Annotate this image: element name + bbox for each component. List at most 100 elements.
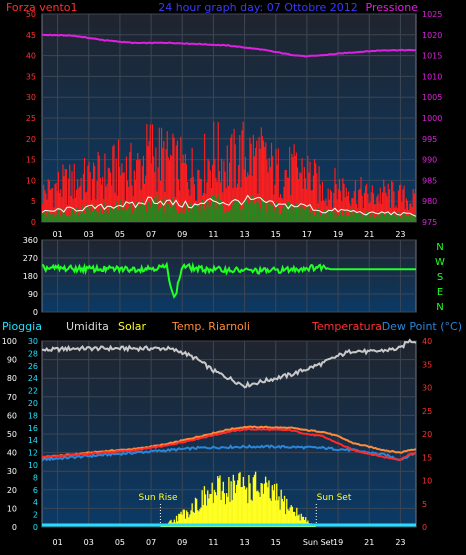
mid-scale-tick: 4 bbox=[33, 498, 38, 507]
direction-tick: 90 bbox=[28, 290, 38, 299]
wind-tick: 5 bbox=[31, 197, 36, 206]
legend-temperature: Temperatura bbox=[311, 320, 382, 333]
temperature-tick: 20 bbox=[422, 430, 432, 439]
rain-humidity-tick: 10 bbox=[7, 504, 17, 513]
solar-bars bbox=[159, 471, 317, 527]
wind-tick: 10 bbox=[26, 176, 36, 185]
mid-scale-tick: 0 bbox=[33, 523, 38, 532]
direction-degree-axis: 0 90 180 270 360 bbox=[23, 236, 38, 317]
temperature-tick: 0 bbox=[422, 523, 427, 532]
rain-humidity-tick: 60 bbox=[7, 411, 17, 420]
sun-annotations: Sun Rise Sun Set bbox=[139, 493, 352, 503]
humidity-line bbox=[41, 338, 417, 389]
legend-rain: Pioggia bbox=[2, 320, 42, 333]
hour-tick: 09 bbox=[177, 538, 187, 547]
wind-tick: 20 bbox=[26, 135, 36, 144]
hour-tick: 21 bbox=[364, 230, 374, 239]
temperature-tick: 25 bbox=[422, 407, 432, 416]
temperature-tick: 40 bbox=[422, 337, 432, 346]
direction-tick: 180 bbox=[23, 272, 38, 281]
mid-scale-tick: 26 bbox=[28, 362, 38, 371]
wind-tick: 30 bbox=[26, 93, 36, 102]
wind-tick: 45 bbox=[26, 31, 36, 40]
mid-scale-tick: 24 bbox=[28, 374, 38, 383]
wind-tick: 35 bbox=[26, 72, 36, 81]
pressure-tick: 1020 bbox=[422, 31, 442, 40]
direction-grid bbox=[42, 239, 416, 313]
rain-humidity-tick: 20 bbox=[7, 486, 17, 495]
hour-axis-top: 01 03 05 07 09 11 13 15 17 19 21 23 bbox=[52, 230, 405, 239]
mid-scale-tick: 10 bbox=[28, 461, 38, 470]
mid-scale-tick: 2 bbox=[33, 511, 38, 520]
hour-tick: 15 bbox=[271, 230, 281, 239]
sun-set-axis-label: Sun Set bbox=[303, 538, 334, 547]
hour-tick: 03 bbox=[84, 230, 94, 239]
wind-average-line bbox=[41, 194, 417, 217]
hour-tick: 11 bbox=[208, 538, 218, 547]
temperature-axis: 0 5 10 15 20 25 30 35 40 bbox=[422, 337, 432, 532]
pressure-tick: 990 bbox=[422, 156, 437, 165]
rain-humidity-tick: 50 bbox=[7, 430, 17, 439]
pressure-tick: 1010 bbox=[422, 72, 442, 81]
temperature-tick: 10 bbox=[422, 477, 432, 486]
mid-scale-tick: 28 bbox=[28, 349, 38, 358]
legend-dew-point: Dew Point (°C) bbox=[382, 320, 462, 333]
mid-scale-tick: 16 bbox=[28, 424, 38, 433]
mid-scale-tick: 8 bbox=[33, 473, 38, 482]
rain-humidity-tick: 40 bbox=[7, 449, 17, 458]
wind-tick: 50 bbox=[26, 10, 36, 19]
temperature-tick: 5 bbox=[422, 500, 427, 509]
hour-tick: 17 bbox=[302, 230, 312, 239]
wind-tick: 25 bbox=[26, 114, 36, 123]
pressure-tick: 985 bbox=[422, 176, 437, 185]
pressure-label: Pressione bbox=[366, 1, 419, 14]
sun-set-label: Sun Set bbox=[317, 493, 352, 503]
hour-tick: 15 bbox=[271, 538, 281, 547]
mid-scale-tick: 22 bbox=[28, 387, 38, 396]
compass-letter: E bbox=[437, 287, 443, 298]
wind-tick: 15 bbox=[26, 156, 36, 165]
wind-pressure-lines bbox=[41, 33, 417, 217]
hour-tick: 13 bbox=[239, 538, 249, 547]
compass-letter: W bbox=[435, 257, 445, 268]
temperature-tick: 15 bbox=[422, 453, 432, 462]
temperature-lines bbox=[41, 338, 417, 527]
pressure-tick: 1015 bbox=[422, 52, 442, 61]
direction-tick: 360 bbox=[23, 236, 38, 245]
pressure-tick: 995 bbox=[422, 135, 437, 144]
mid-scale-tick: 12 bbox=[28, 449, 38, 458]
compass-letter: N bbox=[436, 242, 443, 253]
hour-tick: 01 bbox=[52, 538, 62, 547]
direction-line bbox=[42, 261, 416, 299]
hour-tick: 23 bbox=[395, 230, 405, 239]
compass-letter: S bbox=[437, 272, 443, 283]
temperature-tick: 35 bbox=[422, 360, 432, 369]
pressure-tick: 980 bbox=[422, 197, 437, 206]
direction-tick: 0 bbox=[33, 308, 38, 317]
rain-humidity-tick: 90 bbox=[7, 356, 17, 365]
rain-humidity-tick: 100 bbox=[2, 337, 17, 346]
temperature-grid bbox=[42, 340, 416, 528]
hour-tick: 19 bbox=[333, 230, 343, 239]
mid-scale-tick: 14 bbox=[28, 436, 38, 445]
temperature-tick: 30 bbox=[422, 384, 432, 393]
wind-speed-label: Forza vento1 bbox=[6, 1, 78, 14]
hour-tick: 19 bbox=[333, 538, 343, 547]
mid-scale-tick: 6 bbox=[33, 486, 38, 495]
wind-tick: 0 bbox=[31, 218, 36, 227]
pressure-tick: 1025 bbox=[422, 10, 442, 19]
pressure-tick: 1000 bbox=[422, 114, 442, 123]
pressure-axis: 975 980 985 990 995 1000 1005 1010 1015 1020 1025 bbox=[422, 10, 442, 227]
hour-tick: 07 bbox=[146, 538, 156, 547]
mid-scale-tick: 20 bbox=[28, 399, 38, 408]
rain-humidity-tick: 80 bbox=[7, 374, 17, 383]
wind-speed-axis: 0 5 10 15 20 25 30 35 40 45 50 bbox=[26, 10, 36, 227]
pressure-line bbox=[41, 33, 417, 58]
wind-direction-line bbox=[42, 261, 416, 299]
hour-tick: 05 bbox=[115, 538, 125, 547]
hour-tick: 03 bbox=[84, 538, 94, 547]
graph-title: 24 hour graph day: 07 Ottobre 2012 bbox=[158, 1, 358, 14]
hour-tick: 05 bbox=[115, 230, 125, 239]
rain-humidity-tick: 0 bbox=[12, 523, 17, 532]
